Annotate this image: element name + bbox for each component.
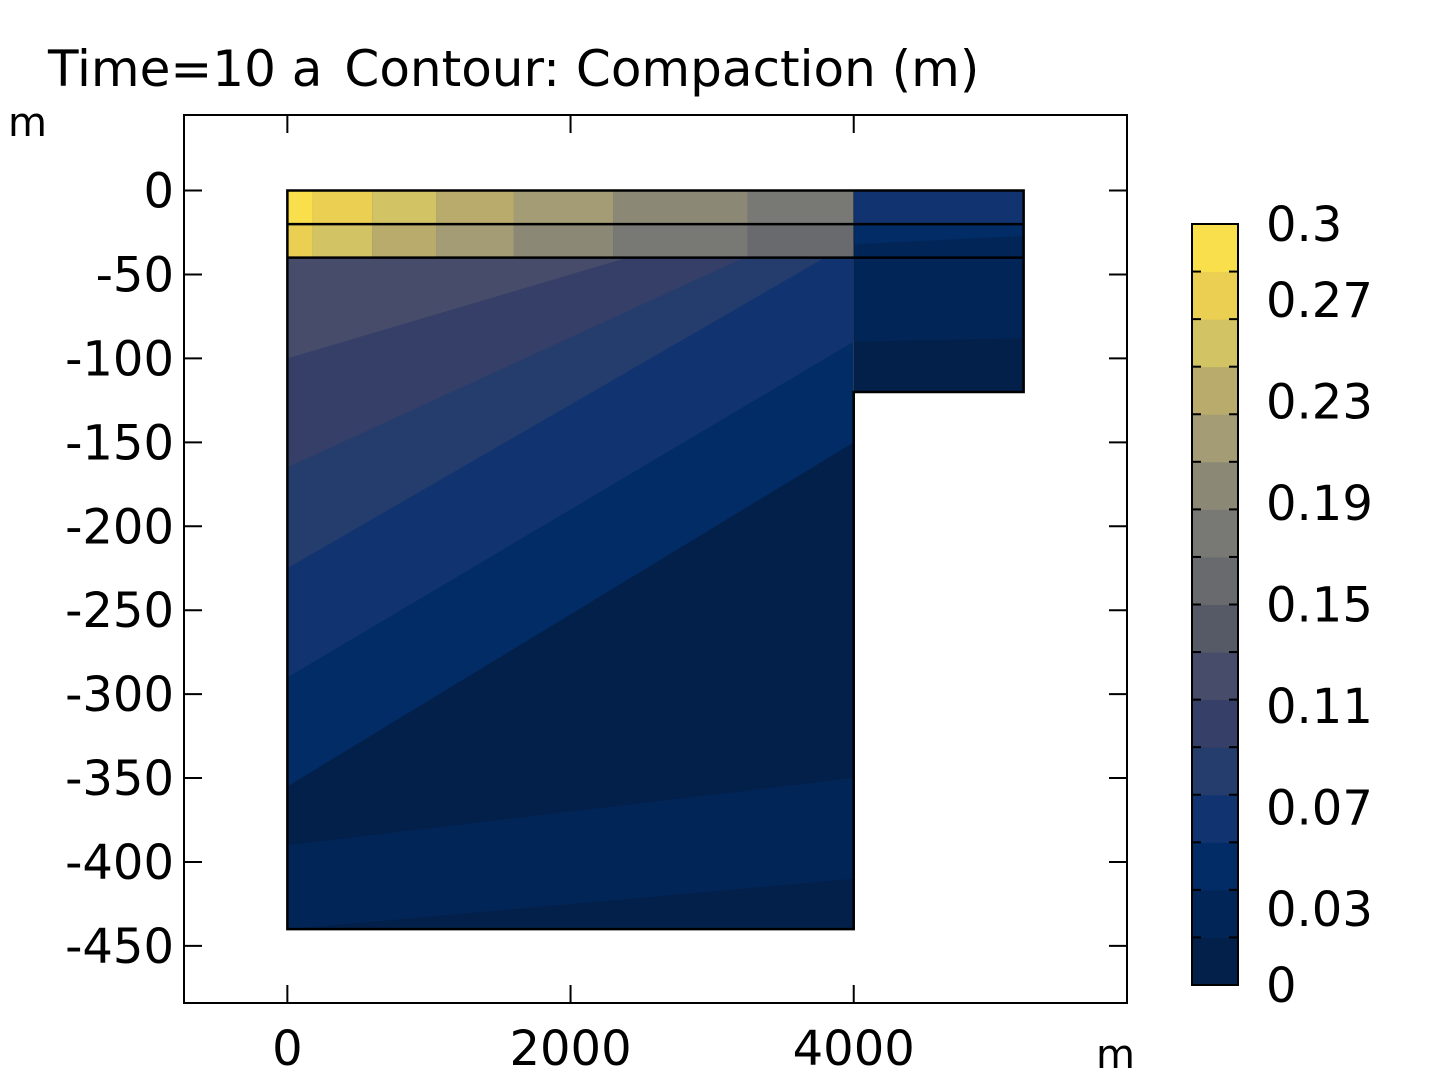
- title-time: Time=10 a: [48, 40, 323, 98]
- contour-band: [747, 224, 854, 258]
- y-tick-label: -250: [65, 583, 174, 639]
- colorbar-tick-label: 0.23: [1266, 375, 1373, 431]
- y-tick-label: -300: [65, 667, 174, 723]
- y-tick-label: -400: [65, 835, 174, 891]
- contour-fill-group: [287, 190, 1024, 930]
- x-axis-unit: m: [1096, 1032, 1135, 1078]
- colorbar-segment: [1192, 747, 1238, 796]
- contour-band: [747, 190, 854, 225]
- contour-band: [436, 190, 514, 225]
- colorbar-segment: [1192, 461, 1238, 510]
- x-tick-label: 4000: [793, 1021, 915, 1077]
- contour-band: [613, 190, 748, 225]
- axes-frame: [183, 114, 1128, 1004]
- colorbar-segment: [1192, 889, 1238, 938]
- contour-band: [312, 190, 373, 225]
- y-axis-unit: m: [8, 100, 47, 146]
- contour-band: [287, 778, 854, 930]
- colorbar-segment: [1192, 509, 1238, 558]
- colorbar-tick-label: 0.3: [1266, 197, 1342, 253]
- colorbar-segment: [1192, 842, 1238, 891]
- colorbar-segment: [1192, 319, 1238, 368]
- colorbar: 0.3 0.27 0.23 0.19 0.15 0.11 0.07 0.03 0: [1191, 197, 1373, 1014]
- x-tick-label: 0: [272, 1021, 303, 1077]
- y-tick-label: -150: [65, 415, 174, 471]
- contour-band: [513, 224, 614, 258]
- colorbar-segment: [1192, 794, 1238, 843]
- contour-band: [513, 190, 614, 225]
- domain-outline: [286, 189, 1025, 931]
- contour-band: [372, 190, 437, 225]
- side-block-contours: [853, 190, 1024, 392]
- y-tick-label: -450: [65, 919, 174, 975]
- colorbar-segment: [1192, 699, 1238, 748]
- colorbar-tick-label: 0.07: [1266, 780, 1373, 836]
- colorbar-segment: [1192, 366, 1238, 415]
- chart-title: Time=10 a Contour: Compaction (m): [48, 40, 979, 98]
- colorbar-segment: [1192, 271, 1238, 320]
- colorbar-tick-label: 0.15: [1266, 578, 1373, 634]
- contour-band: [372, 224, 437, 258]
- colorbar-segment: [1192, 224, 1238, 273]
- colorbar-tick-label: 0.27: [1266, 273, 1373, 329]
- y-tick-label: -100: [65, 331, 174, 387]
- contour-band: [287, 224, 313, 258]
- x-tick-label: 2000: [509, 1021, 631, 1077]
- contour-band: [312, 224, 373, 258]
- contour-band: [436, 224, 514, 258]
- colorbar-segment: [1192, 604, 1238, 653]
- colorbar-frame: [1191, 223, 1239, 986]
- colorbar-tick-label: 0: [1266, 958, 1297, 1014]
- colorbar-tick-label: 0.03: [1266, 882, 1373, 938]
- contour-band: [853, 190, 1024, 225]
- colorbar-segment: [1192, 414, 1238, 463]
- y-tick-label: -350: [65, 751, 174, 807]
- axis-ticks-group: 0 -50 -100 -150 -200 -250 -300 -350 -400 -450 0 200…: [65, 115, 1127, 1077]
- y-tick-label: 0: [143, 164, 174, 220]
- contour-band: [613, 224, 748, 258]
- colorbar-tick-label: 0.11: [1266, 679, 1373, 735]
- contour-band: [287, 190, 313, 225]
- y-tick-label: -200: [65, 499, 174, 555]
- y-tick-label: -50: [96, 247, 174, 303]
- colorbar-segment: [1192, 937, 1238, 986]
- colorbar-segment: [1192, 652, 1238, 701]
- colorbar-segment: [1192, 556, 1238, 605]
- title-contour: Contour: Compaction (m): [344, 40, 980, 98]
- colorbar-tick-label: 0.19: [1266, 476, 1373, 532]
- domain-outline-group: [286, 189, 1025, 931]
- main-block-contours: [287, 190, 854, 930]
